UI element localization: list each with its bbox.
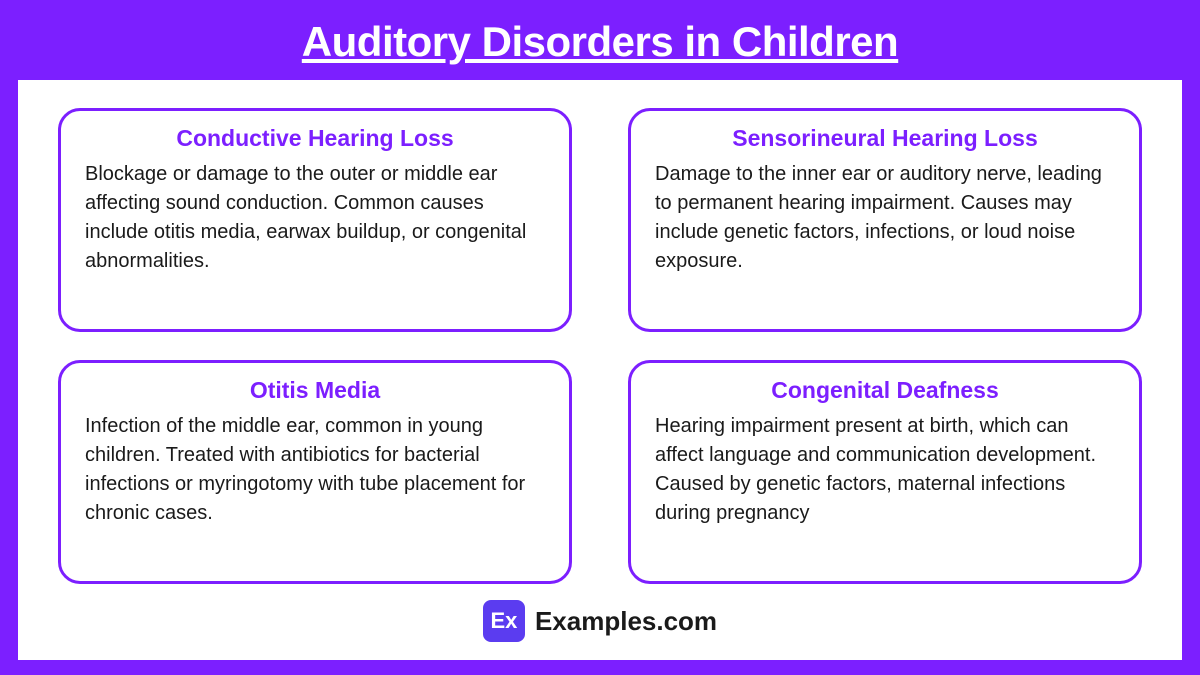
card-title: Conductive Hearing Loss — [85, 125, 545, 152]
card-congenital-deafness: Congenital Deafness Hearing impairment p… — [628, 360, 1142, 584]
card-text: Blockage or damage to the outer or middl… — [85, 160, 545, 276]
card-text: Damage to the inner ear or auditory nerv… — [655, 160, 1115, 276]
page-title: Auditory Disorders in Children — [0, 18, 1200, 66]
footer: Ex Examples.com — [58, 584, 1142, 642]
content-area: Conductive Hearing Loss Blockage or dama… — [18, 80, 1182, 660]
card-text: Hearing impairment present at birth, whi… — [655, 412, 1115, 528]
footer-text: Examples.com — [535, 606, 717, 637]
card-text: Infection of the middle ear, common in y… — [85, 412, 545, 528]
header: Auditory Disorders in Children — [0, 0, 1200, 80]
card-grid: Conductive Hearing Loss Blockage or dama… — [58, 108, 1142, 584]
card-sensorineural-hearing-loss: Sensorineural Hearing Loss Damage to the… — [628, 108, 1142, 332]
card-conductive-hearing-loss: Conductive Hearing Loss Blockage or dama… — [58, 108, 572, 332]
card-title: Congenital Deafness — [655, 377, 1115, 404]
card-title: Sensorineural Hearing Loss — [655, 125, 1115, 152]
card-otitis-media: Otitis Media Infection of the middle ear… — [58, 360, 572, 584]
logo-badge: Ex — [483, 600, 525, 642]
card-title: Otitis Media — [85, 377, 545, 404]
